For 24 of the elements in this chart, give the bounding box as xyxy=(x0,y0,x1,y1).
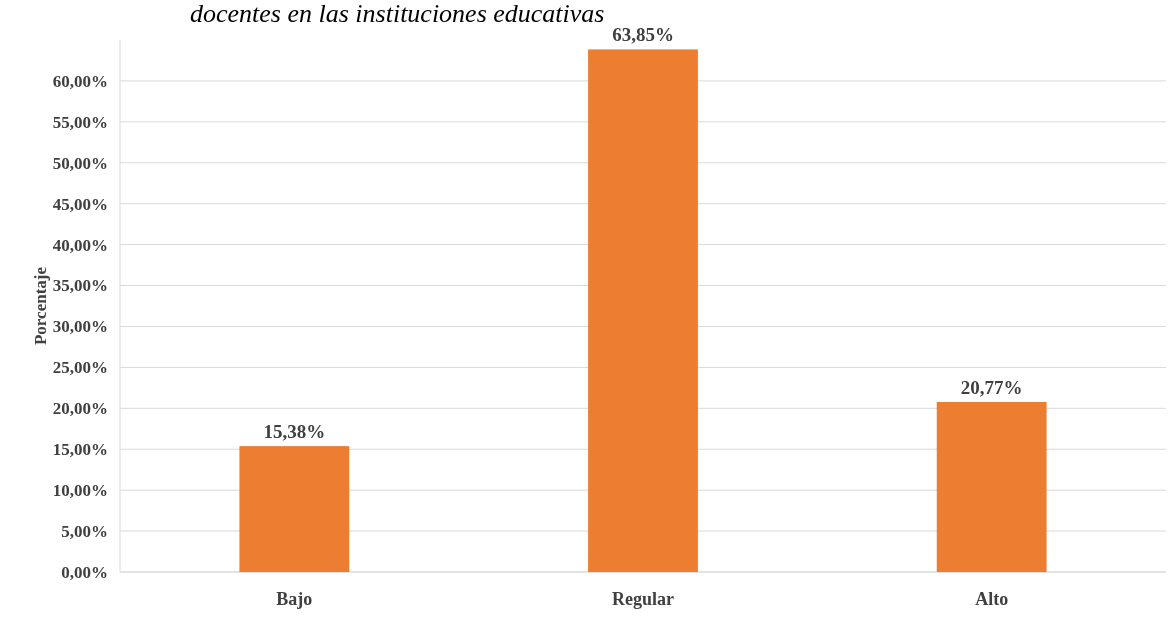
y-tick-label: 30,00% xyxy=(52,317,108,337)
data-label: 20,77% xyxy=(960,377,1023,399)
x-tick-label: Regular xyxy=(612,589,674,609)
bar xyxy=(936,402,1047,572)
y-tick-label: 50,00% xyxy=(52,153,108,173)
y-tick-label: 20,00% xyxy=(52,399,108,419)
data-label: 63,85% xyxy=(612,24,674,46)
bar xyxy=(588,49,698,572)
chart-title: docentes en las instituciones educativas xyxy=(190,0,605,28)
y-axis-title: Porcentaje xyxy=(31,266,50,346)
y-tick-label: 10,00% xyxy=(52,481,108,501)
y-tick-label: 15,00% xyxy=(52,440,108,460)
bar xyxy=(239,446,350,572)
y-tick-label: 55,00% xyxy=(52,112,108,132)
x-tick-label: Alto xyxy=(975,589,1009,609)
y-tick-label: 35,00% xyxy=(52,276,108,296)
y-tick-label: 5,00% xyxy=(61,522,108,542)
y-tick-label: 40,00% xyxy=(52,235,108,255)
data-label: 15,38% xyxy=(263,421,326,443)
y-tick-label: 60,00% xyxy=(52,71,108,91)
y-tick-label: 45,00% xyxy=(52,194,108,214)
y-tick-label: 25,00% xyxy=(52,358,108,378)
x-tick-label: Bajo xyxy=(276,589,313,609)
y-tick-label: 0,00% xyxy=(61,562,108,582)
